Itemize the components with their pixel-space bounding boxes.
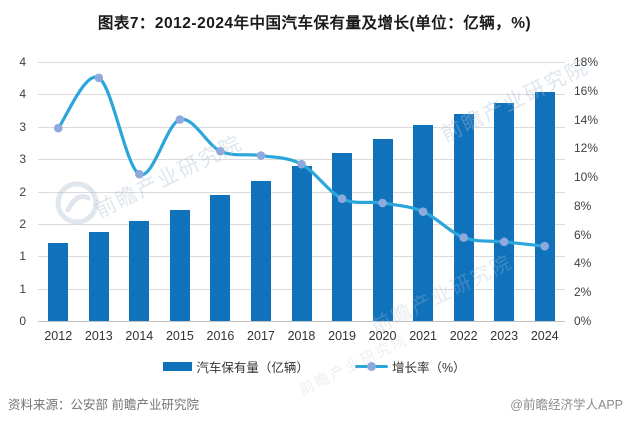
x-axis-line [38, 321, 565, 322]
x-axis-labels: 2012 2013 2014 2015 2016 2017 2018 2019 2020 2021… [38, 329, 565, 345]
growth-marker-2021 [418, 207, 428, 216]
x-axis-label-2013: 2013 [84, 329, 113, 343]
chart-title: 图表7：2012-2024年中国汽车保有量及增长(单位：亿辆，%) [97, 15, 532, 32]
growth-marker-2015 [175, 115, 185, 124]
plot-area [38, 62, 565, 322]
x-axis-label-2015: 2015 [165, 329, 194, 343]
y-axis-right-label: 16% [574, 83, 599, 98]
x-axis-label-2024: 2024 [530, 329, 559, 343]
bar-swatch-icon [163, 362, 193, 371]
y-axis-left-label: 1 [19, 249, 26, 264]
y-axis-right-label: 14% [574, 112, 599, 127]
y-axis-right-label: 2% [574, 285, 592, 300]
growth-marker-2014 [135, 169, 144, 179]
y-axis-left-label: 4 [19, 87, 26, 102]
credit-note: @前瞻经济学人APP [510, 398, 623, 412]
gridline [38, 62, 565, 63]
y-axis-left-label: 4 [19, 55, 26, 69]
y-axis-left-label: 3 [19, 152, 26, 167]
growth-marker-2023 [499, 237, 509, 247]
bar-2015 [169, 209, 190, 321]
growth-marker-2016 [216, 146, 225, 156]
x-axis-label-2022: 2022 [449, 329, 478, 343]
bar-2014 [129, 221, 150, 321]
legend-bar-label: 汽车保有量（亿辆） [196, 361, 309, 375]
growth-line-layer [53, 73, 550, 251]
x-axis-label-2016: 2016 [206, 329, 235, 343]
growth-marker-2020 [378, 198, 387, 208]
bar-2022 [453, 114, 474, 321]
x-axis-label-2017: 2017 [247, 329, 275, 343]
growth-marker-2018 [297, 159, 306, 169]
line-swatch-icon [354, 362, 388, 371]
bar-2012 [48, 243, 69, 321]
legend-line-label: 增长率（%） [391, 361, 466, 375]
growth-marker-2017 [256, 151, 266, 160]
bar-2021 [413, 125, 434, 321]
x-axis-label-2019: 2019 [328, 329, 356, 343]
y-axis-right: 18% 16% 14% 12% 10% 8% 6% 4% 2% 0% [572, 55, 624, 328]
y-axis-right-label: 6% [574, 227, 592, 242]
x-axis-label-2012: 2012 [44, 329, 73, 343]
x-axis-label-2018: 2018 [287, 329, 316, 343]
y-axis-right-label: 12% [574, 141, 599, 156]
bar-2017 [250, 180, 271, 321]
y-axis-right-label: 18% [574, 55, 599, 69]
bar-2018 [291, 165, 312, 321]
growth-marker-2013 [94, 73, 104, 83]
x-axis-label-2023: 2023 [490, 329, 519, 343]
y-axis-left-label: 3 [19, 119, 26, 134]
legend-item-bar: 汽车保有量（亿辆） [163, 357, 309, 376]
y-axis-right-label: 8% [574, 198, 592, 213]
source-note: 资料来源：公安部 前瞻产业研究院 [8, 398, 199, 412]
growth-marker-2022 [459, 233, 468, 242]
bar-2023 [494, 103, 515, 321]
y-axis-right-label: 0% [574, 314, 592, 328]
legend-item-line: 增长率（%） [354, 357, 466, 376]
y-axis-right-label: 10% [574, 170, 599, 185]
gridline [38, 94, 565, 96]
y-axis-right-label: 4% [574, 256, 592, 271]
y-axis-left-label: 2 [19, 184, 26, 199]
y-axis-left: 4 4 3 3 2 2 1 1 0 [4, 55, 32, 328]
bar-2013 [88, 232, 109, 321]
y-axis-left-label: 2 [19, 216, 26, 231]
legend: 汽车保有量（亿辆） 增长率（%） [0, 357, 629, 376]
y-axis-left-label: 0 [19, 314, 26, 328]
x-axis-label-2020: 2020 [368, 329, 397, 343]
growth-marker-2019 [337, 194, 347, 203]
growth-marker-2024 [540, 241, 550, 251]
x-axis-label-2014: 2014 [125, 329, 154, 343]
bar-2016 [210, 195, 231, 321]
gridline [38, 126, 565, 128]
bar-2020 [372, 139, 393, 321]
bar-2024 [534, 92, 555, 321]
gridline [38, 159, 565, 161]
x-axis-label-2021: 2021 [409, 329, 438, 343]
y-axis-left-label: 1 [19, 281, 26, 296]
growth-marker-2012 [53, 123, 63, 133]
